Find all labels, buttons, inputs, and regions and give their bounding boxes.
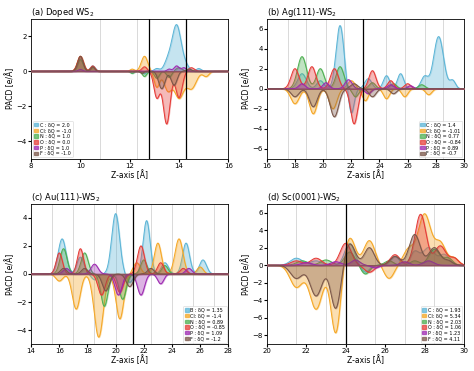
Y-axis label: PACD [e/Å]: PACD [e/Å] [241, 68, 251, 109]
Legend: C : δQ = 1.93, Cl: δQ = 5.34, N : δQ = 2.03, O : δQ = 1.06, P : δQ = 1.23, F : δ: C : δQ = 1.93, Cl: δQ = 5.34, N : δQ = 2… [420, 306, 463, 343]
X-axis label: Z-axis [Å]: Z-axis [Å] [111, 170, 148, 180]
Y-axis label: PACD [e/Å]: PACD [e/Å] [241, 253, 251, 295]
Legend: B : δQ = 1.35, Cl: δQ = -1.4, N : δQ = 0.89, O : δQ = -0.85, P : δQ = 1.09, F : : B : δQ = 1.35, Cl: δQ = -1.4, N : δQ = 0… [183, 306, 227, 343]
X-axis label: Z-axis [Å]: Z-axis [Å] [347, 170, 384, 180]
Text: (c) Au(111)-WS$_2$: (c) Au(111)-WS$_2$ [31, 191, 100, 204]
Text: (d) Sc(0001)-WS$_2$: (d) Sc(0001)-WS$_2$ [267, 191, 341, 204]
Text: (b) Ag(111)-WS$_2$: (b) Ag(111)-WS$_2$ [267, 6, 337, 19]
Y-axis label: PACD [e/Å]: PACD [e/Å] [6, 253, 15, 295]
X-axis label: Z-axis [Å]: Z-axis [Å] [347, 356, 384, 365]
Legend: C : δQ = 1.4, Cl: δQ = -1.01, N : δQ = 0.77, O : δQ = -0.84, P : δQ = 0.89, F : : C : δQ = 1.4, Cl: δQ = -1.01, N : δQ = 0… [419, 121, 463, 157]
Legend: C : δQ = 2.0, Cl: δQ = -1.0, N : δQ = 1.0, O : δQ = 0.0, P : δQ = 1.0, F : δQ = : C : δQ = 2.0, Cl: δQ = -1.0, N : δQ = 1.… [33, 121, 73, 157]
Text: (a) Doped WS$_2$: (a) Doped WS$_2$ [31, 6, 94, 19]
X-axis label: Z-axis [Å]: Z-axis [Å] [111, 356, 148, 365]
Y-axis label: PACD [e/Å]: PACD [e/Å] [6, 68, 15, 109]
